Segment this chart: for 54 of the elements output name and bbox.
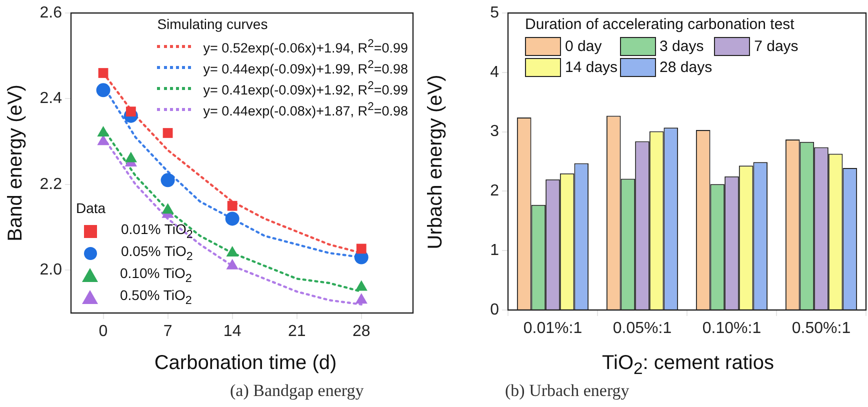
legend-title: Duration of accelerating carbonation test [525,16,796,35]
y-tick-label: 2 [490,182,500,200]
x-tick-label: 0.01%:1 [523,320,582,338]
point [355,280,368,291]
legend-label: 0 day [565,38,602,55]
legend-title: Data [76,200,107,218]
legend-label: 28 days [660,59,712,76]
x-tick-label: 0 [98,323,108,340]
point [225,212,240,226]
y-axis-title: Urbach energy (eV) [424,74,448,249]
x-axis-title: Carbonation time (d) [154,352,337,375]
y-tick-label: 2.6 [40,4,62,22]
x-tick-label: 7 [163,323,172,340]
text: (a) Bandgap energy [230,381,364,401]
x-tick-label: 0.10%:1 [702,320,762,338]
point [162,203,174,214]
text: (b) Urbach energy [505,381,630,401]
point [226,246,238,256]
point [97,126,110,136]
legend-label: y= 0.44exp(-0.08x)+1.87, R$^{2}$=0.98 [203,100,408,118]
y-tick-label: 2.0 [40,262,62,279]
y-tick-label: 3 [490,123,500,140]
point [355,293,368,304]
legend-label: 14 days [565,59,618,76]
y-tick-label: 2.2 [40,176,62,193]
legend-label: y= 0.52exp(-0.06x)+1.94, R$^{2}$=0.99 [203,38,408,56]
y-axis-title: Band energy (eV) [4,84,28,242]
legend-label: 7 days [754,38,798,55]
annotation: Simulating curves [157,16,269,34]
y-tick-label: 2.4 [40,90,62,108]
point [124,152,137,162]
x-axis-title: TiO$_{2}$: cement ratios [602,352,774,379]
point [356,244,366,254]
x-tick-label: 21 [288,323,306,340]
point [162,128,173,138]
point [226,258,238,270]
legend-label: 0.10% TiO$_{2}$ [120,265,192,285]
x-tick-label: 0.05%:1 [612,320,672,338]
y-tick-label: 0 [490,301,500,318]
point [96,83,110,98]
point [160,173,175,188]
x-tick-label: 0.50%:1 [792,320,851,338]
x-tick-label: 14 [223,323,242,340]
legend-label: y= 0.41exp(-0.09x)+1.92, R$^{2}$=0.99 [203,80,408,98]
y-tick-label: 1 [490,242,500,260]
x-tick-label: 28 [352,323,370,340]
point [227,200,238,211]
point [98,68,108,78]
legend-label: 0.50% TiO$_{2}$ [120,287,192,307]
y-tick-label: 5 [490,4,500,22]
y-tick-label: 4 [490,64,500,81]
legend-label: 3 days [660,38,704,55]
legend-label: y= 0.44exp(-0.09x)+1.99, R$^{2}$=0.98 [203,58,408,76]
legend-label: 0.05% TiO$_{2}$ [121,243,193,263]
